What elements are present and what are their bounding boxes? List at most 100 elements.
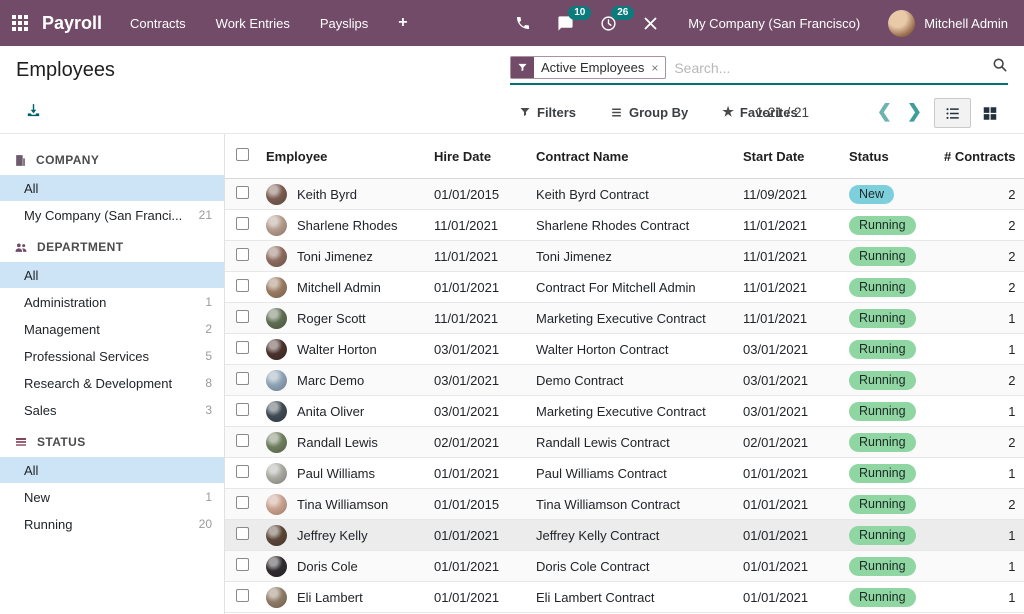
start-date: 11/01/2021 (743, 279, 808, 295)
sidebar-item-count: 8 (205, 376, 212, 390)
status-section-header: STATUS (0, 424, 224, 457)
select-all-checkbox[interactable] (236, 148, 249, 161)
nav-plus-button[interactable]: + (398, 14, 408, 31)
employee-name: Anita Oliver (297, 403, 365, 419)
app-name-payroll[interactable]: Payroll (42, 12, 103, 33)
contracts-count: 2 (1008, 248, 1016, 264)
table-row[interactable]: Roger Scott 11/01/2021 Marketing Executi… (225, 303, 1024, 334)
contract-name: Tina Williamson Contract (536, 496, 681, 512)
facet-remove-icon[interactable]: × (651, 60, 659, 75)
hire-date: 01/01/2021 (434, 527, 500, 543)
sidebar-item-label: All (24, 267, 39, 283)
activities-count-badge: 26 (611, 5, 635, 20)
pager-next-icon[interactable]: ❯ (906, 101, 922, 121)
table-row[interactable]: Keith Byrd 01/01/2015 Keith Byrd Contrac… (225, 179, 1024, 210)
sidebar-item-count: 20 (198, 517, 212, 531)
activities-icon[interactable]: 26 (600, 5, 635, 32)
nav-menu-item[interactable]: Contracts (130, 15, 186, 31)
messages-icon[interactable]: 10 (557, 5, 592, 32)
company-switcher[interactable]: My Company (San Francisco) (688, 15, 861, 31)
hire-date: 11/01/2021 (434, 248, 499, 264)
nav-menu-item[interactable]: Payslips (319, 15, 369, 31)
employee-avatar (266, 338, 287, 360)
table-row[interactable]: Walter Horton 03/01/2021 Walter Horton C… (225, 334, 1024, 365)
search-icon[interactable] (992, 57, 1008, 78)
group-by-label: Group By (629, 104, 689, 120)
nav-menu-item[interactable]: Work Entries (215, 15, 290, 31)
contracts-count: 1 (1008, 310, 1016, 326)
row-checkbox[interactable] (236, 403, 249, 416)
row-checkbox[interactable] (236, 465, 249, 478)
status-badge: Running (849, 277, 916, 297)
export-download-button[interactable] (25, 102, 42, 124)
row-checkbox[interactable] (236, 341, 249, 354)
row-checkbox[interactable] (236, 310, 249, 323)
table-row[interactable]: Marc Demo 03/01/2021 Demo Contract 03/01… (225, 365, 1024, 396)
table-row[interactable]: Doris Cole 01/01/2021 Doris Cole Contrac… (225, 551, 1024, 582)
phone-icon[interactable] (515, 15, 531, 31)
table-row[interactable]: Anita Oliver 03/01/2021 Marketing Execut… (225, 396, 1024, 427)
sidebar-item-status[interactable]: Running 20 (0, 511, 224, 537)
table-row[interactable]: Jeffrey Kelly 01/01/2021 Jeffrey Kelly C… (225, 520, 1024, 551)
status-badge: Running (849, 463, 916, 483)
row-checkbox[interactable] (236, 589, 249, 602)
status-filter-list: All New 1 Running 20 (0, 457, 224, 537)
filters-dropdown[interactable]: Filters (519, 104, 576, 120)
table-row[interactable]: Randall Lewis 02/01/2021 Randall Lewis C… (225, 427, 1024, 458)
contract-name: Demo Contract (536, 372, 624, 388)
table-row[interactable]: Tina Williamson 01/01/2015 Tina Williams… (225, 489, 1024, 520)
sidebar-item-department[interactable]: All (0, 262, 224, 288)
table-header-row: Employee Hire Date Contract Name Start D… (225, 134, 1024, 179)
start-date: 03/01/2021 (743, 341, 809, 357)
user-menu[interactable]: Mitchell Admin (924, 15, 1008, 31)
favorites-dropdown[interactable]: ★ Favorites (722, 104, 797, 120)
table-row[interactable]: Eli Lambert 01/01/2021 Eli Lambert Contr… (225, 582, 1024, 613)
row-checkbox[interactable] (236, 558, 249, 571)
sidebar-item-company[interactable]: All (0, 175, 224, 201)
company-section-header: COMPANY (0, 142, 224, 175)
favorites-label: Favorites (739, 104, 798, 120)
employee-name: Roger Scott (297, 310, 366, 326)
sidebar-item-department[interactable]: Administration 1 (0, 289, 224, 315)
column-header-contract-name[interactable]: Contract Name (536, 148, 629, 164)
column-header-status[interactable]: Status (849, 148, 889, 164)
hire-date: 01/01/2021 (434, 589, 500, 605)
list-view-button[interactable] (934, 98, 971, 128)
sidebar-item-status[interactable]: All (0, 457, 224, 483)
apps-menu-icon[interactable] (12, 15, 28, 31)
column-header-employee[interactable]: Employee (266, 148, 328, 164)
row-checkbox[interactable] (236, 372, 249, 385)
sidebar-item-label: Sales (24, 402, 57, 418)
table-row[interactable]: Toni Jimenez 11/01/2021 Toni Jimenez 11/… (225, 241, 1024, 272)
tools-icon[interactable] (643, 16, 658, 31)
sidebar-item-label: Professional Services (24, 348, 149, 364)
employee-name: Eli Lambert (297, 589, 363, 605)
group-by-dropdown[interactable]: Group By (610, 104, 688, 120)
sidebar-item-department[interactable]: Management 2 (0, 316, 224, 342)
pager-previous-icon[interactable]: ❮ (876, 101, 892, 121)
column-header-contracts[interactable]: # Contracts (944, 148, 1016, 164)
search-input[interactable] (674, 59, 992, 76)
sidebar-item-company[interactable]: My Company (San Franci... 21 (0, 202, 224, 228)
row-checkbox[interactable] (236, 279, 249, 292)
sidebar-item-status[interactable]: New 1 (0, 484, 224, 510)
table-row[interactable]: Mitchell Admin 01/01/2021 Contract For M… (225, 272, 1024, 303)
table-row[interactable]: Sharlene Rhodes 11/01/2021 Sharlene Rhod… (225, 210, 1024, 241)
row-checkbox[interactable] (236, 496, 249, 509)
row-checkbox[interactable] (236, 248, 249, 261)
employee-name: Doris Cole (297, 558, 358, 574)
column-header-start-date[interactable]: Start Date (743, 148, 805, 164)
sidebar-item-department[interactable]: Professional Services 5 (0, 343, 224, 369)
table-row[interactable]: Paul Williams 01/01/2021 Paul Williams C… (225, 458, 1024, 489)
sidebar-item-department[interactable]: Research & Development 8 (0, 370, 224, 396)
start-date: 01/01/2021 (743, 558, 809, 574)
kanban-view-button[interactable] (971, 98, 1008, 128)
row-checkbox[interactable] (236, 186, 249, 199)
user-avatar[interactable] (888, 9, 916, 37)
column-header-hire-date[interactable]: Hire Date (434, 148, 492, 164)
row-checkbox[interactable] (236, 434, 249, 447)
row-checkbox[interactable] (236, 527, 249, 540)
row-checkbox[interactable] (236, 217, 249, 230)
status-badge: Running (849, 401, 916, 421)
sidebar-item-department[interactable]: Sales 3 (0, 397, 224, 423)
